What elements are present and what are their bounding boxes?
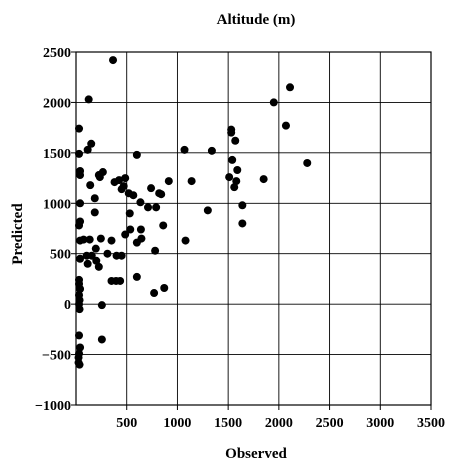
plot-frame (75, 51, 432, 406)
data-point (160, 284, 169, 293)
x-tick-label: 3000 (366, 416, 394, 431)
axis-ticks: 500 1000 1500 2000 2500 3000 3500 2500 2000 1500 1… (35, 46, 445, 431)
data-point (227, 128, 236, 137)
data-point (238, 201, 247, 210)
data-point (164, 177, 173, 186)
data-point (151, 246, 160, 255)
data-point (232, 177, 241, 186)
data-point (132, 272, 141, 281)
x-tick-label: 3500 (417, 416, 445, 431)
data-point (125, 209, 134, 218)
data-point (84, 95, 93, 104)
data-point (75, 360, 84, 369)
data-point (233, 166, 242, 175)
data-point (83, 259, 92, 268)
data-point (238, 219, 247, 228)
data-point (150, 289, 159, 298)
data-point (136, 225, 145, 234)
data-point (132, 238, 141, 247)
data-point (91, 244, 100, 253)
data-point (129, 191, 138, 200)
data-point (144, 203, 153, 212)
data-point (303, 158, 312, 167)
y-tick-label: 2500 (43, 46, 71, 61)
data-point (136, 198, 145, 207)
data-point (132, 150, 141, 159)
x-tick-label: 2500 (316, 416, 344, 431)
data-point (75, 149, 84, 158)
data-point (75, 305, 84, 314)
y-tick-label: −500 (42, 349, 71, 364)
data-point (107, 276, 116, 285)
data-point (231, 136, 240, 145)
data-point (281, 121, 290, 130)
y-tick-label: 2000 (43, 96, 71, 111)
data-point (76, 343, 85, 352)
data-point (97, 335, 106, 344)
data-point (95, 173, 104, 182)
data-points (74, 56, 312, 369)
data-point (286, 83, 295, 92)
y-axis-label: Predicted (10, 203, 26, 265)
x-tick-label: 1500 (214, 416, 242, 431)
y-tick-label: 1500 (43, 147, 71, 162)
data-point (180, 145, 189, 154)
data-point (97, 301, 106, 310)
data-point (96, 234, 105, 243)
data-point (225, 173, 234, 182)
data-point (76, 171, 85, 180)
data-point (94, 262, 103, 271)
data-point (76, 254, 85, 263)
chart-title: Altitude (m) (217, 12, 296, 28)
data-point (230, 183, 239, 192)
data-point (92, 256, 101, 265)
y-tick-label: 500 (50, 248, 71, 263)
y-tick-label: −1000 (35, 399, 71, 414)
data-point (152, 203, 161, 212)
data-point (90, 208, 99, 217)
data-point (181, 236, 190, 245)
data-point (187, 177, 196, 186)
data-point (75, 221, 84, 230)
data-point (207, 146, 216, 155)
data-point (75, 124, 84, 133)
data-point (117, 185, 126, 194)
data-point (76, 199, 85, 208)
data-point (259, 175, 268, 184)
data-point (86, 181, 95, 190)
data-point (121, 174, 130, 183)
data-point (85, 235, 94, 244)
y-tick-label: 1000 (43, 197, 71, 212)
data-point (228, 155, 237, 164)
data-point (76, 285, 85, 294)
x-tick-label: 2000 (265, 416, 293, 431)
data-point (87, 139, 96, 148)
data-point (126, 225, 135, 234)
data-point (103, 249, 112, 258)
data-point (90, 194, 99, 203)
data-point (147, 184, 156, 193)
data-point (115, 176, 124, 185)
data-point (83, 145, 92, 154)
data-point (157, 190, 166, 199)
x-tick-label: 500 (116, 416, 137, 431)
data-point (159, 221, 168, 230)
data-point (75, 331, 84, 340)
data-point (117, 251, 126, 260)
data-point (109, 56, 118, 65)
grid (76, 51, 432, 406)
x-tick-label: 1000 (163, 416, 191, 431)
x-axis-label: Observed (225, 446, 287, 462)
data-point (269, 98, 278, 107)
data-point (203, 206, 212, 215)
data-point (121, 230, 130, 239)
y-tick-label: 0 (64, 298, 71, 313)
data-point (107, 236, 116, 245)
data-point (79, 235, 88, 244)
